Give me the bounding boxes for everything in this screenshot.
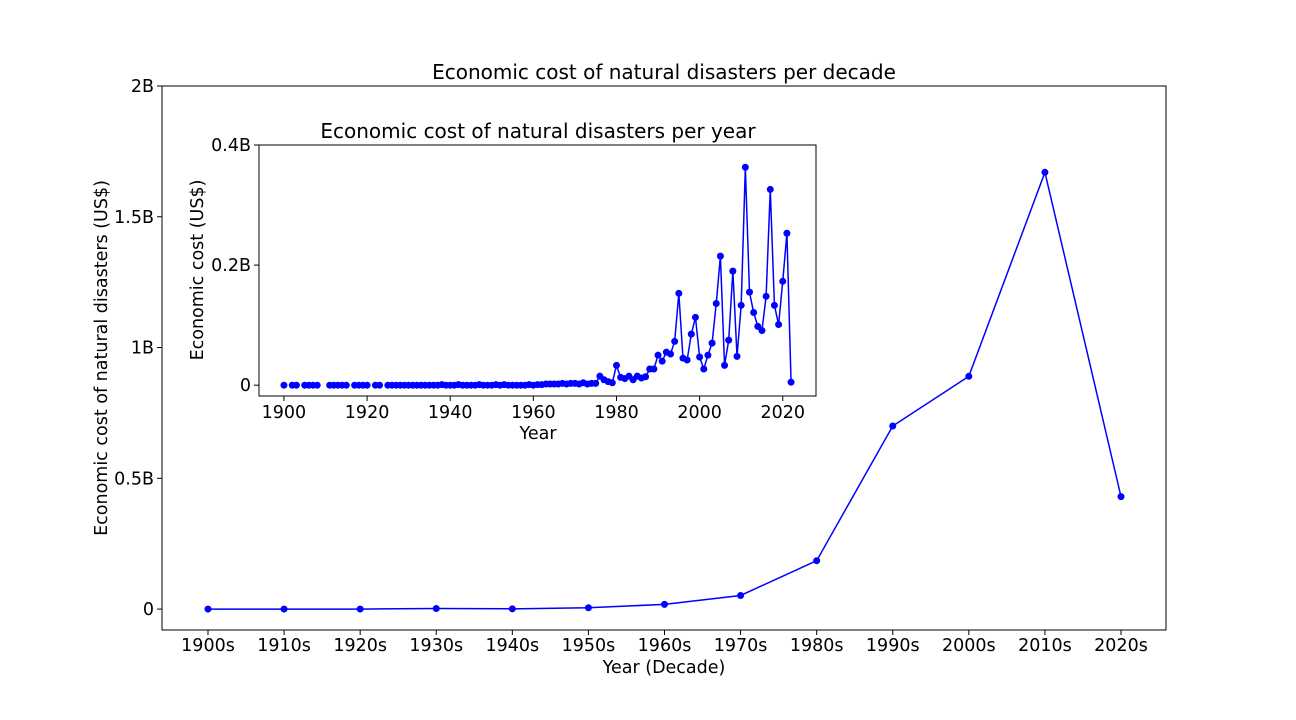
main-data-point [737,591,745,599]
inset-data-point [745,288,753,296]
inset-data-point [696,353,704,361]
inset-data-point [313,381,321,389]
main-data-point [508,605,516,613]
main-x-tick-label: 2000s [942,636,996,656]
inset-data-point [762,292,770,300]
inset-data-point [667,350,675,358]
main-data-point [965,372,973,380]
inset-data-point [733,352,741,360]
main-x-tick-label: 1980s [790,636,844,656]
inset-data-point [671,337,679,345]
main-data-point [584,604,592,612]
main-data-point [356,605,364,613]
inset-series-marks [280,163,795,389]
inset-data-point [700,365,708,373]
main-data-point [661,600,668,608]
inset-x-tick-label: 2020 [760,403,805,423]
inset-plot-area [258,144,817,397]
main-x-tick-label: 2010s [1018,636,1072,656]
inset-data-point [376,381,384,389]
main-y-tick-label: 1.5B [114,208,154,228]
inset-data-point [779,277,787,285]
main-x-tick-label: 1960s [638,636,692,656]
inset-data-point [292,381,300,389]
inset-data-point [766,185,774,193]
inset-x-tick-label: 1920 [345,403,390,423]
inset-data-point [716,252,724,260]
inset-data-point [737,301,745,309]
inset-data-point [787,378,795,386]
inset-data-point [658,357,666,365]
main-series-marks [204,168,1125,613]
main-data-point [1117,493,1125,501]
inset-data-point [592,379,600,387]
main-x-tick-label: 1930s [409,636,463,656]
main-y-tick-label: 0 [143,600,154,620]
inset-data-point [770,301,778,309]
inset-data-point [691,313,699,321]
main-data-point [280,605,288,613]
inset-data-point [712,300,720,308]
inset-data-point [280,381,288,389]
inset-x-tick-label: 1900 [262,403,307,423]
main-x-tick-label: 1950s [562,636,616,656]
inset-x-tick-label: 1960 [511,403,556,423]
inset-chart-title: Economic cost of natural disasters per y… [320,119,756,143]
main-y-tick-label: 0.5B [114,469,154,489]
main-x-tick-label: 1920s [333,636,387,656]
inset-y-tick-label: 0 [240,376,251,396]
inset-data-point [758,327,766,335]
inset-data-point [708,339,716,347]
main-x-tick-label: 2020s [1094,636,1148,656]
inset-x-tick-label: 2000 [677,403,722,423]
main-x-tick-label: 1970s [714,636,768,656]
inset-y-tick-label: 0.2B [211,256,251,276]
inset-data-point [721,361,729,369]
inset-data-point [650,365,658,373]
inset-data-point [363,381,371,389]
main-x-tick-label: 1900s [181,636,235,656]
main-x-tick-label: 1910s [257,636,311,656]
main-y-tick-label: 2B [131,77,154,97]
main-data-point [813,557,821,565]
inset-data-point [729,267,737,275]
inset-data-point [642,373,650,381]
main-y-tick-label: 1B [131,339,154,359]
inset-x-axis-label: Year [518,424,557,444]
main-data-point [1041,168,1049,176]
inset-x-tick-label: 1980 [594,403,639,423]
main-x-axis-label: Year (Decade) [602,658,726,678]
inset-data-point [687,330,695,338]
inset-data-point [612,361,620,369]
inset-data-point [608,379,616,387]
inset-data-point [654,351,662,359]
inset-data-point [725,336,733,344]
main-x-tick-label: 1990s [866,636,920,656]
inset-axes: 1900 1920 1940 1960 1980 2000 2020 0 0.2B 0.4B [211,136,805,423]
inset-y-axis-label: Economic cost (US$) [188,180,208,361]
main-data-point [889,422,897,430]
inset-x-tick-label: 1940 [428,403,473,423]
inset-data-point [704,351,712,359]
inset-data-point [741,163,749,171]
main-axes: 1900s 1910s 1920s 1930s 1940s 1950s 1960s 1970s… [114,77,1148,656]
main-chart-title: Economic cost of natural disasters per d… [432,60,896,84]
inset-data-point [683,356,691,364]
main-data-point [204,605,212,613]
inset-data-point [342,381,350,389]
main-data-point [432,605,440,613]
inset-y-tick-label: 0.4B [211,136,251,156]
inset-data-point [775,321,783,329]
inset-data-point [675,289,683,297]
main-y-axis-label: Economic cost of natural disasters (US$) [92,180,112,536]
inset-data-point [783,229,791,237]
main-x-tick-label: 1940s [486,636,540,656]
inset-chart: Economic cost of natural disasters per y… [188,119,817,444]
inset-data-point [750,309,758,317]
